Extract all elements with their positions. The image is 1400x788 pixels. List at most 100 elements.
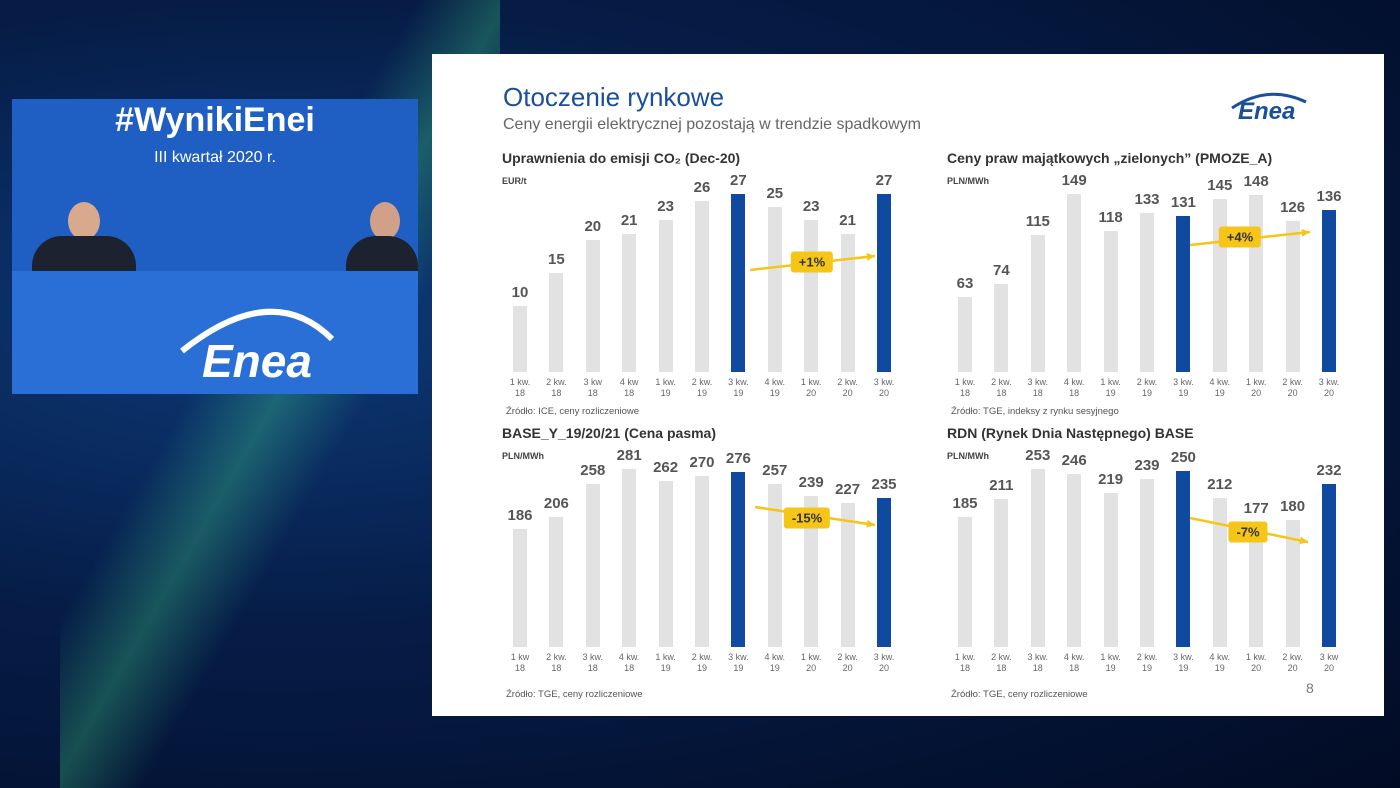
value-label: 27 bbox=[730, 172, 747, 189]
bar bbox=[840, 233, 855, 372]
x-tick-label: 3 kw. 18 bbox=[1027, 652, 1049, 673]
x-tick-label: 3 kw. 20 bbox=[873, 652, 895, 673]
value-label: 27 bbox=[875, 172, 893, 189]
bar bbox=[958, 296, 972, 372]
bar bbox=[658, 481, 673, 647]
value-label: 26 bbox=[693, 178, 711, 196]
value-label: 25 bbox=[766, 185, 784, 203]
x-tick-label: 1 kw. 18 bbox=[509, 377, 531, 398]
hashtag: #WynikiEnei bbox=[115, 101, 315, 139]
source: Źródło: TGE, ceny rozliczeniowe bbox=[506, 689, 643, 700]
bar bbox=[877, 498, 891, 647]
bar bbox=[1176, 471, 1191, 647]
value-label: 10 bbox=[511, 284, 529, 302]
bar bbox=[1249, 522, 1264, 647]
logo-swoosh bbox=[1231, 92, 1307, 110]
value-label: 180 bbox=[1280, 498, 1306, 516]
trend-arrow bbox=[1189, 228, 1311, 247]
desk bbox=[12, 271, 418, 394]
x-tick-label: 1 kw. 20 bbox=[1245, 377, 1267, 398]
bar bbox=[1067, 473, 1082, 647]
unit-label: EUR/t bbox=[502, 176, 527, 186]
page-number: 8 bbox=[1306, 680, 1314, 696]
x-tick-label: 2 kw. 19 bbox=[691, 377, 713, 398]
x-tick-label: 1 kw. 19 bbox=[655, 377, 676, 398]
value-label: 227 bbox=[835, 481, 861, 499]
value-label: 239 bbox=[1134, 456, 1160, 474]
bar bbox=[658, 220, 673, 372]
x-tick-label: 3 kw. 18 bbox=[1027, 377, 1049, 398]
x-tick-label: 2 kw. 20 bbox=[1282, 652, 1303, 673]
value-label: 250 bbox=[1170, 449, 1196, 467]
x-tick-label: 1 kw. 19 bbox=[655, 652, 676, 673]
value-label: 211 bbox=[989, 476, 1014, 494]
bar bbox=[1067, 194, 1082, 372]
slide: Otoczenie rynkowe Ceny energii elektrycz… bbox=[432, 54, 1384, 716]
bar bbox=[695, 475, 709, 647]
source: Źródło: TGE, indeksy z rynku sesyjnego bbox=[951, 406, 1119, 417]
value-label: 257 bbox=[762, 462, 788, 480]
chart-title: RDN (Rynek Dnia Następnego) BASE bbox=[947, 425, 1194, 441]
chart: BASE_Y_19/20/21 (Cena pasma) PLN/MWh Źródł… bbox=[500, 425, 920, 700]
value-label: 177 bbox=[1243, 500, 1269, 518]
value-label: 185 bbox=[952, 494, 978, 512]
bar bbox=[1103, 231, 1118, 372]
x-tick-label: 2 kw. 20 bbox=[1282, 377, 1303, 398]
bar bbox=[767, 207, 782, 372]
source: Źródło: TGE, ceny rozliczeniowe bbox=[951, 689, 1088, 700]
value-label: 253 bbox=[1025, 447, 1051, 464]
bar bbox=[585, 240, 600, 372]
x-tick-label: 2 kw. 18 bbox=[991, 377, 1012, 398]
x-tick-label: 3 kw. 18 bbox=[582, 652, 604, 673]
bar bbox=[1285, 520, 1300, 647]
x-tick-label: 4 kw. 19 bbox=[1209, 652, 1231, 673]
x-tick-label: 4 kw. 19 bbox=[764, 377, 786, 398]
slide-logo: Enea bbox=[1238, 98, 1296, 125]
value-label: 246 bbox=[1061, 451, 1087, 469]
value-label: 15 bbox=[548, 251, 565, 269]
bar bbox=[731, 472, 746, 647]
value-label: 126 bbox=[1280, 199, 1306, 217]
value-label: 258 bbox=[580, 461, 606, 479]
bar bbox=[549, 516, 564, 647]
value-label: 136 bbox=[1316, 187, 1342, 205]
value-label: 133 bbox=[1134, 191, 1160, 209]
value-label: 206 bbox=[543, 494, 569, 512]
bar bbox=[585, 483, 600, 647]
bar bbox=[1322, 209, 1336, 372]
bar bbox=[513, 529, 527, 647]
x-tick-label: 4 kw. 19 bbox=[1209, 377, 1231, 398]
x-tick-label: 2 kw. 20 bbox=[837, 377, 858, 398]
chart-title: Ceny praw majątkowych „zielonych” (PMOZE… bbox=[947, 150, 1273, 166]
bar bbox=[1140, 478, 1154, 647]
x-tick-label: 2 kw. 19 bbox=[1136, 377, 1158, 398]
bar bbox=[1322, 483, 1336, 647]
value-label: 23 bbox=[802, 198, 820, 216]
chart: RDN (Rynek Dnia Następnego) BASE PLN/MWh Ź… bbox=[945, 425, 1365, 700]
bar bbox=[513, 306, 527, 372]
x-tick-label: 3 kw. 19 bbox=[728, 652, 749, 673]
value-label: 232 bbox=[1316, 461, 1342, 479]
bar bbox=[1176, 215, 1191, 372]
bar bbox=[1030, 234, 1045, 372]
annotation: +1% bbox=[790, 251, 834, 273]
trend-arrow bbox=[1189, 516, 1309, 545]
unit-label: PLN/MWh bbox=[947, 451, 989, 461]
chart: Uprawnienia do emisji CO₂ (Dec-20) EUR/t Ź… bbox=[500, 150, 920, 420]
bar bbox=[695, 200, 709, 372]
x-tick-label: 3 kw. 19 bbox=[1173, 652, 1194, 673]
x-tick-label: 1 kw. 20 bbox=[800, 652, 822, 673]
value-label: 276 bbox=[725, 450, 751, 468]
speaker bbox=[32, 202, 136, 276]
bar bbox=[767, 484, 782, 647]
annotation: +4% bbox=[1218, 226, 1262, 248]
x-tick-label: 3 kw. 19 bbox=[728, 377, 749, 398]
x-tick-label: 2 kw. 19 bbox=[691, 652, 713, 673]
source: Źródło: ICE, ceny rozliczeniowe bbox=[506, 406, 640, 417]
bar bbox=[804, 495, 819, 647]
panel-logo: Enea bbox=[202, 335, 312, 387]
logo-swoosh bbox=[180, 308, 335, 354]
value-label: 186 bbox=[507, 507, 533, 525]
value-label: 262 bbox=[653, 459, 679, 477]
bar bbox=[1285, 221, 1300, 372]
